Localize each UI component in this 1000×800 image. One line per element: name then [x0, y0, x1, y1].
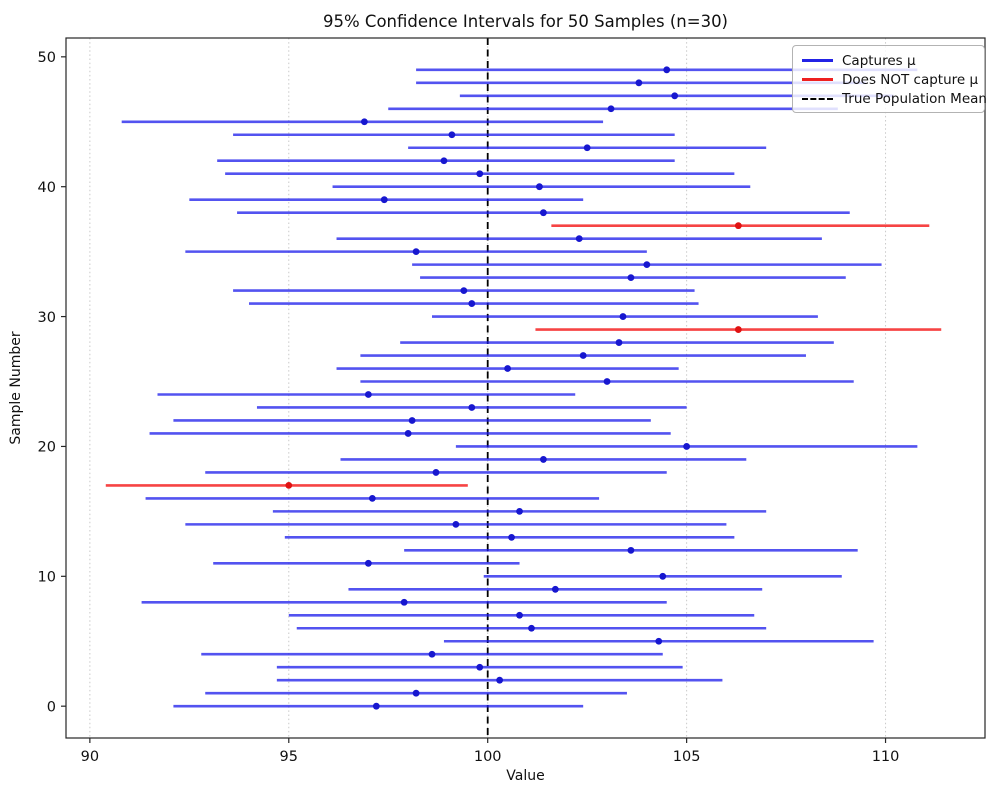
ci-mean-dot-39 — [380, 196, 388, 204]
ci-mean-dot-43 — [583, 144, 591, 152]
ci-mean-dot-12 — [627, 546, 635, 554]
ci-mean-dot-45 — [360, 118, 368, 126]
ci-mean-dot-0 — [372, 702, 380, 710]
ci-mean-dot-4 — [428, 650, 436, 658]
x-tick-label-105: 105 — [673, 749, 701, 765]
ci-mean-dot-32 — [460, 287, 468, 294]
ci-mean-dot-34 — [643, 261, 651, 269]
y-axis-label: Sample Number — [8, 331, 24, 445]
ci-mean-dot-6 — [528, 624, 535, 632]
ci-mean-dot-20 — [683, 443, 691, 450]
legend-line-captures-icon — [802, 59, 833, 62]
ci-mean-dot-22 — [408, 417, 416, 424]
ci-mean-dot-36 — [575, 235, 583, 243]
ci-mean-dot-26 — [504, 365, 511, 372]
ci-mean-dot-9 — [551, 585, 559, 593]
ci-mean-dot-31 — [468, 300, 476, 307]
ci-mean-dot-24 — [364, 391, 372, 398]
ci-mean-dot-38 — [540, 209, 547, 217]
legend-item-misses: Does NOT capture μ — [802, 70, 979, 89]
ci-mean-dot-5 — [655, 637, 663, 645]
chart-title: 95% Confidence Intervals for 50 Samples … — [323, 12, 728, 31]
ci-mean-dot-8 — [400, 598, 408, 606]
y-tick-label-20: 20 — [38, 440, 56, 456]
x-tick-label-110: 110 — [872, 749, 900, 765]
y-tick-label-40: 40 — [38, 180, 56, 196]
ci-mean-dot-1 — [412, 689, 420, 697]
ci-mean-dot-21 — [404, 430, 412, 437]
ci-mean-dot-47 — [671, 92, 679, 100]
ci-mean-dot-16 — [368, 494, 376, 502]
y-tick-label-0: 0 — [47, 699, 56, 715]
ci-mean-dot-46 — [607, 105, 615, 113]
ci-series — [105, 66, 942, 710]
ci-mean-dot-42 — [440, 157, 448, 165]
x-tick-label-95: 95 — [280, 749, 298, 765]
ci-mean-dot-7 — [516, 611, 523, 619]
legend-label-captures: Captures μ — [842, 52, 916, 69]
legend-label-true-mean: True Population Mean — [842, 90, 987, 107]
ci-mean-dot-40 — [536, 183, 543, 191]
ci-mean-dot-15 — [516, 507, 523, 515]
ci-mean-dot-25 — [603, 378, 611, 385]
ci-mean-dot-11 — [364, 559, 372, 567]
ci-mean-dot-10 — [659, 572, 667, 580]
ci-mean-dot-35 — [412, 248, 420, 256]
legend: Captures μ Does NOT capture μ True Popul… — [792, 45, 987, 113]
ci-mean-dot-2 — [496, 676, 504, 684]
ci-mean-dot-30 — [619, 313, 627, 320]
y-tick-label-10: 10 — [38, 570, 56, 586]
axes: 90 95 100 105 110 0 10 20 30 40 50 — [38, 37, 986, 765]
legend-line-misses-icon — [802, 78, 833, 81]
x-axis-label: Value — [506, 768, 545, 784]
x-tick-label-100: 100 — [474, 749, 502, 765]
legend-line-true-mean-icon — [802, 97, 833, 100]
ci-mean-dot-19 — [540, 456, 547, 463]
legend-item-captures: Captures μ — [802, 51, 976, 70]
ci-mean-dot-17 — [285, 482, 293, 489]
ci-mean-dot-33 — [627, 274, 635, 282]
ci-mean-dot-44 — [448, 131, 456, 139]
y-tick-label-50: 50 — [38, 50, 56, 66]
ci-mean-dot-14 — [452, 520, 460, 528]
ci-mean-dot-23 — [468, 404, 476, 411]
ci-mean-dot-29 — [734, 326, 742, 333]
ci-mean-dot-49 — [663, 66, 671, 74]
y-tick-label-30: 30 — [38, 310, 56, 326]
ci-mean-dot-37 — [734, 222, 742, 230]
ci-mean-dot-41 — [476, 170, 484, 178]
ci-mean-dot-3 — [476, 663, 484, 671]
axes-spines — [65, 37, 986, 739]
ci-mean-dot-28 — [615, 339, 623, 346]
x-tick-label-90: 90 — [81, 749, 99, 765]
ci-mean-dot-48 — [635, 79, 643, 87]
legend-item-true-mean: True Population Mean — [802, 89, 987, 108]
ci-mean-dot-13 — [508, 533, 515, 541]
ci-mean-dot-27 — [579, 352, 587, 359]
legend-label-misses: Does NOT capture μ — [842, 71, 979, 88]
ci-mean-dot-18 — [432, 469, 440, 476]
